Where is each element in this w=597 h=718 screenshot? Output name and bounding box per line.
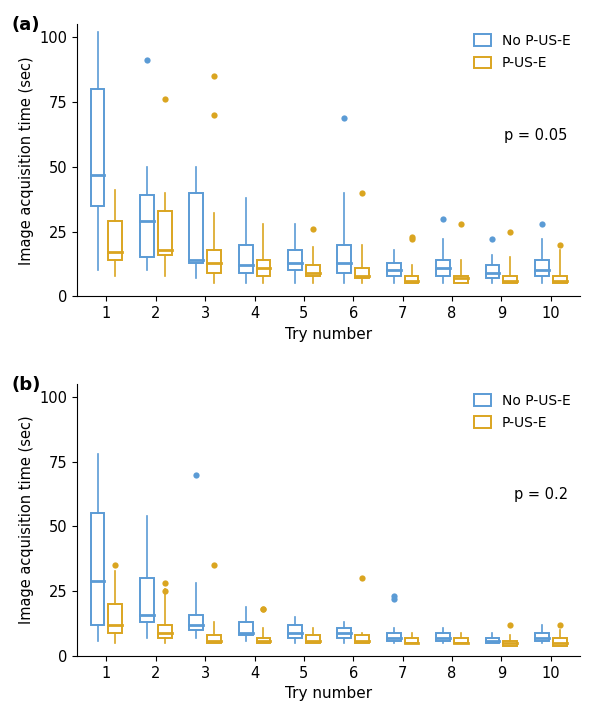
Bar <box>405 638 418 643</box>
Bar <box>337 245 351 273</box>
Bar <box>109 605 122 633</box>
Bar <box>257 260 270 276</box>
Bar <box>239 245 253 273</box>
Text: p = 0.2: p = 0.2 <box>513 488 568 503</box>
Text: p = 0.05: p = 0.05 <box>504 128 568 143</box>
Bar <box>91 513 104 625</box>
Bar <box>257 638 270 643</box>
Y-axis label: Image acquisition time (sec): Image acquisition time (sec) <box>19 56 33 265</box>
X-axis label: Try number: Try number <box>285 327 372 342</box>
Bar <box>239 623 253 635</box>
Bar <box>158 211 171 255</box>
Bar <box>535 633 549 640</box>
Bar <box>140 195 154 258</box>
Legend: No P-US-E, P-US-E: No P-US-E, P-US-E <box>469 29 576 76</box>
Bar <box>553 638 567 645</box>
Legend: No P-US-E, P-US-E: No P-US-E, P-US-E <box>469 388 576 436</box>
Bar <box>535 260 549 276</box>
Bar <box>306 265 319 276</box>
Text: (a): (a) <box>11 16 40 34</box>
Bar <box>355 635 369 643</box>
Bar <box>306 635 319 643</box>
Bar <box>387 633 401 640</box>
Bar <box>109 221 122 260</box>
Bar <box>355 268 369 278</box>
Text: (b): (b) <box>11 376 41 393</box>
Bar <box>436 633 450 640</box>
Bar <box>436 260 450 276</box>
Bar <box>189 615 203 630</box>
Bar <box>454 638 468 643</box>
Bar <box>553 276 567 284</box>
Bar <box>158 625 171 638</box>
Bar <box>207 635 221 643</box>
Bar <box>207 250 221 273</box>
X-axis label: Try number: Try number <box>285 686 372 701</box>
Bar <box>337 628 351 638</box>
Bar <box>288 625 302 638</box>
Bar <box>189 192 203 263</box>
Bar <box>485 265 499 278</box>
Bar <box>288 250 302 271</box>
Bar <box>503 276 517 284</box>
Y-axis label: Image acquisition time (sec): Image acquisition time (sec) <box>19 416 33 624</box>
Bar <box>387 263 401 276</box>
Bar <box>405 276 418 284</box>
Bar <box>503 640 517 645</box>
Bar <box>91 89 104 205</box>
Bar <box>485 638 499 643</box>
Bar <box>140 578 154 623</box>
Bar <box>454 276 468 284</box>
